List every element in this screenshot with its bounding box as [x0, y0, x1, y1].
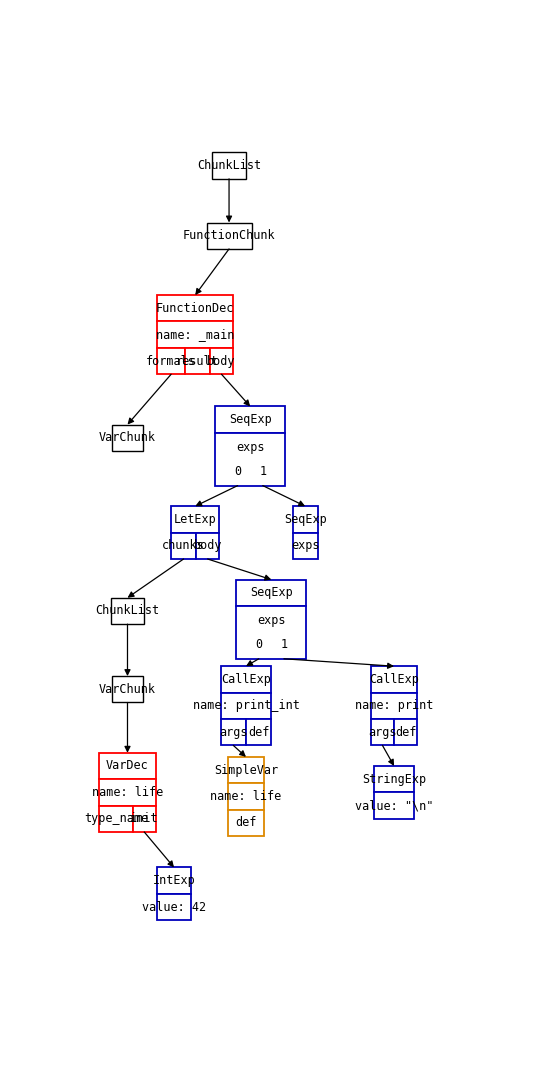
Bar [221, 719, 246, 745]
Text: exps: exps [257, 614, 286, 627]
Text: value: "\n": value: "\n" [355, 799, 434, 812]
Bar [112, 424, 143, 451]
Bar [157, 868, 191, 894]
Text: init: init [130, 812, 158, 826]
Text: FunctionChunk: FunctionChunk [183, 229, 275, 242]
Text: chunks: chunks [162, 540, 205, 553]
Text: exps: exps [236, 440, 264, 454]
Bar [371, 719, 394, 745]
Text: ChunkList: ChunkList [197, 160, 261, 172]
Bar [228, 757, 264, 783]
Text: type_name: type_name [84, 812, 148, 826]
Text: args: args [219, 726, 247, 739]
Bar [221, 666, 271, 693]
Bar [111, 598, 144, 624]
Bar [206, 223, 252, 248]
Bar [375, 766, 414, 793]
Bar [171, 507, 219, 532]
Text: name: print_int: name: print_int [193, 699, 299, 712]
Text: name: print: name: print [355, 699, 434, 712]
Text: def: def [248, 726, 269, 739]
Text: 1: 1 [259, 465, 266, 478]
Bar [394, 719, 417, 745]
Bar [293, 507, 318, 532]
Text: value: 42: value: 42 [142, 901, 206, 914]
Bar [215, 433, 285, 485]
Text: exps: exps [291, 540, 319, 553]
Bar [221, 693, 271, 719]
Bar [157, 321, 233, 348]
Text: LetExp: LetExp [174, 513, 217, 526]
Bar [157, 894, 191, 920]
Text: SeqExp: SeqExp [250, 586, 293, 600]
Text: name: _main: name: _main [156, 328, 234, 342]
Bar [375, 793, 414, 818]
Text: CallExp: CallExp [369, 673, 419, 685]
Text: def: def [235, 816, 257, 829]
Text: name: life: name: life [92, 786, 163, 799]
Text: SimpleVar: SimpleVar [214, 764, 278, 776]
Bar [112, 676, 143, 703]
Text: 1: 1 [280, 638, 288, 651]
Bar [171, 532, 196, 559]
Text: CallExp: CallExp [221, 673, 271, 685]
Bar [236, 606, 306, 659]
Text: SeqExp: SeqExp [229, 413, 271, 426]
Text: SeqExp: SeqExp [284, 513, 327, 526]
Bar [236, 579, 306, 606]
Bar [99, 780, 156, 805]
Text: formals: formals [146, 355, 196, 367]
Bar [196, 532, 219, 559]
Text: VarDec: VarDec [106, 759, 149, 772]
Text: StringExp: StringExp [362, 772, 426, 786]
Bar [99, 805, 133, 832]
Text: result: result [176, 355, 219, 367]
Bar [246, 719, 271, 745]
Text: VarChunk: VarChunk [99, 432, 156, 444]
Bar [215, 406, 285, 433]
Bar [228, 810, 264, 836]
Text: IntExp: IntExp [153, 874, 195, 887]
Text: 0: 0 [255, 638, 263, 651]
Bar [157, 348, 185, 374]
Text: body: body [193, 540, 222, 553]
Bar [371, 693, 417, 719]
Text: def: def [395, 726, 417, 739]
Bar [371, 666, 417, 693]
Text: body: body [207, 355, 236, 367]
Bar [210, 348, 233, 374]
Bar [228, 783, 264, 810]
Text: args: args [368, 726, 397, 739]
Text: ChunkList: ChunkList [96, 604, 159, 618]
Text: FunctionDec: FunctionDec [156, 302, 234, 315]
Bar [293, 532, 318, 559]
Text: VarChunk: VarChunk [99, 683, 156, 696]
Bar [212, 152, 246, 179]
Bar [133, 805, 156, 832]
Text: 0: 0 [234, 465, 241, 478]
Bar [99, 753, 156, 780]
Text: name: life: name: life [210, 790, 282, 803]
Bar [185, 348, 210, 374]
Bar [157, 296, 233, 321]
